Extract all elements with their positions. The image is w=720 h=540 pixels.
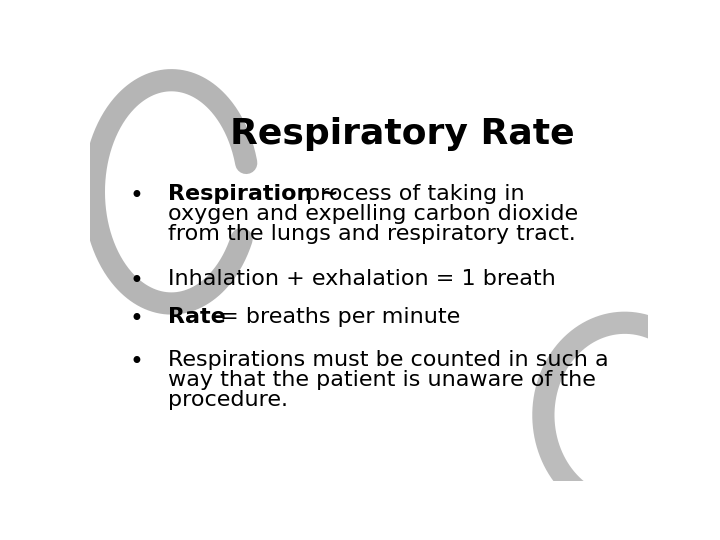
Text: Respirations must be counted in such a: Respirations must be counted in such a bbox=[168, 350, 608, 370]
Text: procedure.: procedure. bbox=[168, 390, 288, 410]
Text: = breaths per minute: = breaths per minute bbox=[213, 307, 460, 327]
Text: Rate: Rate bbox=[168, 307, 226, 327]
Text: process of taking in: process of taking in bbox=[307, 184, 525, 204]
Text: •: • bbox=[129, 269, 143, 293]
Text: way that the patient is unaware of the: way that the patient is unaware of the bbox=[168, 370, 596, 390]
Text: Inhalation + exhalation = 1 breath: Inhalation + exhalation = 1 breath bbox=[168, 269, 556, 289]
Text: oxygen and expelling carbon dioxide: oxygen and expelling carbon dioxide bbox=[168, 204, 578, 224]
Text: Respiratory Rate: Respiratory Rate bbox=[230, 117, 575, 151]
Text: •: • bbox=[129, 307, 143, 332]
Text: from the lungs and respiratory tract.: from the lungs and respiratory tract. bbox=[168, 224, 576, 244]
Text: •: • bbox=[129, 184, 143, 208]
Text: •: • bbox=[129, 350, 143, 374]
Text: Respiration ~: Respiration ~ bbox=[168, 184, 346, 204]
